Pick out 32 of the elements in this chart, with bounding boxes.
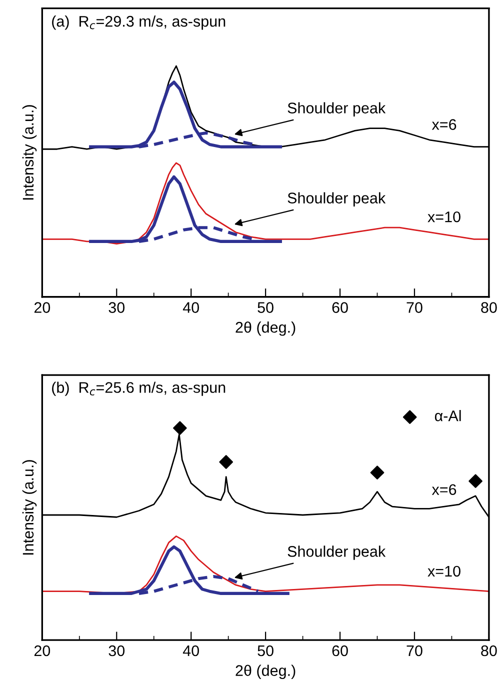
x-tick-label: 30 xyxy=(108,645,125,656)
series-label: x=6 xyxy=(432,119,456,130)
x-tick-label: 20 xyxy=(34,302,50,313)
x-tick-label: 60 xyxy=(332,645,348,656)
point xyxy=(219,455,233,469)
point xyxy=(370,466,384,480)
series-label: x=10 xyxy=(428,566,460,577)
point xyxy=(468,474,482,488)
legend-label: α-Al xyxy=(434,410,461,422)
x-tick-label: 80 xyxy=(481,302,497,313)
point xyxy=(173,421,187,435)
x-tick-label: 40 xyxy=(182,645,199,656)
x-tick-label: 20 xyxy=(34,645,50,656)
x-tick-label: 50 xyxy=(258,302,274,313)
chart-title: (b) R$_{c}$=25.6 m/s, as-spun xyxy=(52,382,226,396)
series-label: x=10 xyxy=(428,211,460,222)
x-tick-label: 60 xyxy=(332,302,348,313)
x-axis-title: 2θ (deg.) xyxy=(236,322,296,336)
y-axis-title: Intensity (a.u.) xyxy=(22,105,37,200)
series-label: x=6 xyxy=(432,484,456,496)
annotation: Shoulder peak xyxy=(288,546,386,560)
x-tick-label: 40 xyxy=(182,302,199,313)
y-axis-title: Intensity (a.u.) xyxy=(22,460,37,555)
annotation: Shoulder peak xyxy=(288,102,386,116)
x-tick-label: 70 xyxy=(406,302,422,313)
chart-title: (a) R$_{c}$=29.3 m/s, as-spun xyxy=(52,16,226,30)
x-tick-label: 50 xyxy=(258,645,274,656)
x-tick-label: 70 xyxy=(406,645,422,656)
x-tick-label: 80 xyxy=(481,645,497,656)
annotation: Shoulder peak xyxy=(288,192,386,206)
x-axis-title: 2θ (deg.) xyxy=(236,664,296,679)
x-tick-label: 30 xyxy=(108,302,125,313)
